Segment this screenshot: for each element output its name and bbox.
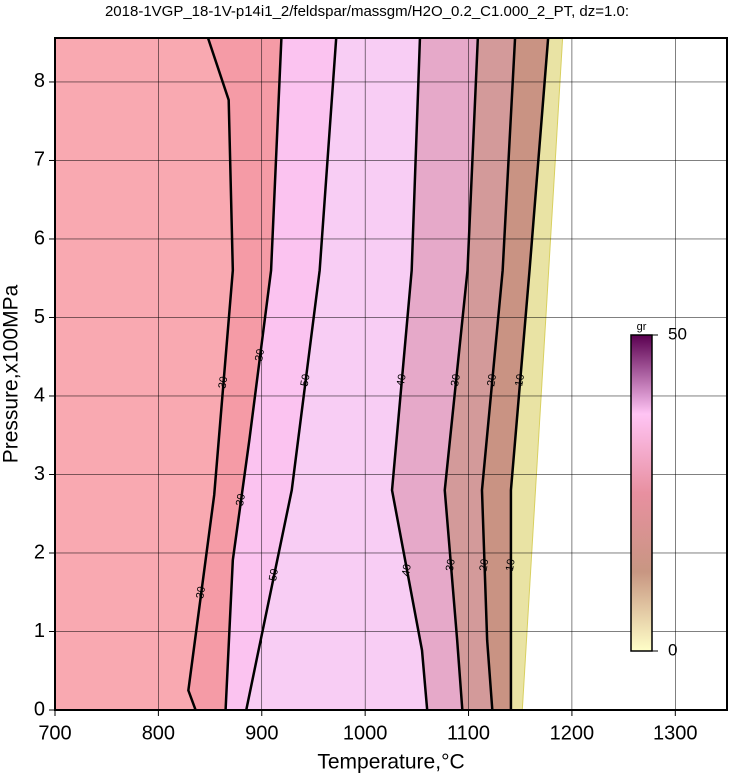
contour-line <box>224 38 283 710</box>
contour-line <box>480 38 517 710</box>
contour-label-group: 30 <box>194 586 208 600</box>
contour-label-group: 30 <box>444 558 458 572</box>
y-axis-label: Pressure,x100MPa <box>0 284 23 463</box>
y-tick-label: 3 <box>34 463 45 485</box>
edge-line <box>521 38 564 710</box>
contour-label-group: 10 <box>513 373 527 387</box>
y-tick-label: 4 <box>34 384 45 406</box>
y-tick-label: 7 <box>34 149 45 171</box>
contour-label-group: 20 <box>485 373 499 387</box>
contour-label-group: 50 <box>299 373 313 387</box>
fills <box>55 38 563 710</box>
band <box>225 38 337 710</box>
colorbar-title: gr <box>637 321 647 333</box>
contour-label: 20 <box>477 558 491 572</box>
contour-label: 40 <box>395 373 409 387</box>
contour-label: 30 <box>444 558 458 572</box>
colorbar-tick-label: 50 <box>668 324 687 343</box>
band <box>510 38 563 710</box>
contour-label-group: 10 <box>504 558 518 572</box>
contour-label: 30 <box>234 493 248 507</box>
contour-label-group: 30 <box>216 376 230 390</box>
x-tick-label: 700 <box>38 722 71 744</box>
y-tick-label: 8 <box>34 70 45 92</box>
band <box>55 38 233 710</box>
contour-label: 50 <box>299 373 313 387</box>
contour-label-group: 50 <box>267 568 281 582</box>
contours <box>187 38 564 710</box>
contour-line <box>245 38 338 710</box>
band <box>188 38 282 710</box>
contour-label: 50 <box>267 568 281 582</box>
colorbar-tick-label: 0 <box>668 640 677 659</box>
x-tick-label: 1200 <box>550 722 595 744</box>
contour-label-group: 40 <box>395 373 409 387</box>
x-tick-label: 800 <box>142 722 175 744</box>
plot-frame <box>54 37 728 711</box>
band <box>481 38 549 710</box>
contour-label: 40 <box>400 563 414 577</box>
x-tick-label: 900 <box>245 722 278 744</box>
contour-label: 20 <box>485 373 499 387</box>
contour-label: 30 <box>194 586 208 600</box>
band <box>246 38 428 710</box>
colorbar <box>630 334 653 652</box>
x-tick-label: 1100 <box>447 722 490 744</box>
x-tick-label: 1300 <box>653 722 698 744</box>
contour-label: 30 <box>216 376 230 390</box>
contour-label-group: 40 <box>400 563 414 577</box>
contour-label-group: 30 <box>253 348 267 362</box>
contour-label: 30 <box>253 348 267 362</box>
contour-line <box>390 38 429 710</box>
y-tick-label: 5 <box>34 306 45 328</box>
contour-line <box>509 38 550 710</box>
contour-label: 10 <box>504 558 518 572</box>
y-tick-label: 2 <box>34 541 45 563</box>
contour-label-group: 30 <box>449 373 463 387</box>
band <box>392 38 478 710</box>
contour-line <box>443 38 480 710</box>
y-tick-label: 6 <box>34 227 45 249</box>
contour-label-group: 30 <box>234 493 248 507</box>
contour-label: 10 <box>513 373 527 387</box>
y-tick-label: 0 <box>34 698 45 720</box>
band <box>444 38 516 710</box>
chart-title: 2018-1VGP_18-1V-p14i1_2/feldspar/massgm/… <box>105 3 629 20</box>
y-tick-label: 1 <box>34 620 45 642</box>
x-axis-label: Temperature,°C <box>317 751 464 774</box>
x-tick-label: 1000 <box>343 722 388 744</box>
contour-line <box>187 38 235 710</box>
contour-label-group: 20 <box>477 558 491 572</box>
contour-label: 30 <box>449 373 463 387</box>
